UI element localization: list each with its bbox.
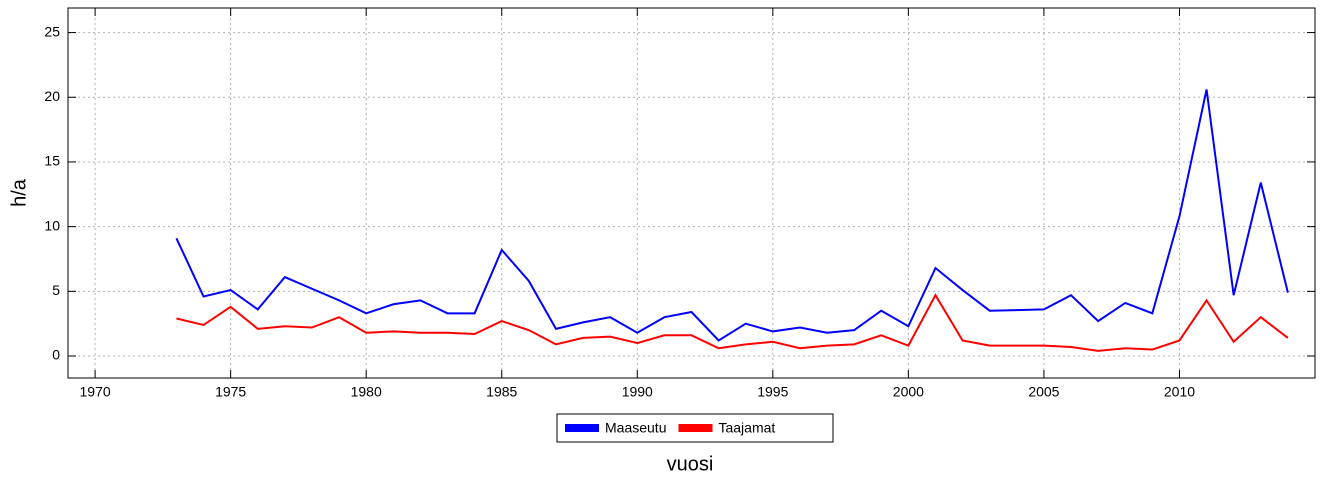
y-tick-label: 25 bbox=[44, 23, 60, 39]
x-tick-label: 1995 bbox=[757, 384, 788, 400]
x-tick-label: 1970 bbox=[80, 384, 111, 400]
y-tick-label: 20 bbox=[44, 88, 60, 104]
x-tick-label: 1985 bbox=[486, 384, 517, 400]
y-tick-label: 5 bbox=[52, 282, 60, 298]
x-tick-label: 2005 bbox=[1028, 384, 1059, 400]
legend: Maaseutu Taajamat bbox=[556, 413, 834, 443]
y-tick-label: 15 bbox=[44, 153, 60, 169]
plot-frame bbox=[67, 7, 1316, 379]
x-axis-label: vuosi bbox=[667, 453, 714, 475]
legend-label: Maaseutu bbox=[605, 420, 666, 436]
y-tick-label: 10 bbox=[44, 217, 60, 233]
x-tick-label: 1975 bbox=[215, 384, 246, 400]
x-tick-label: 2010 bbox=[1164, 384, 1195, 400]
x-tick-label: 1980 bbox=[351, 384, 382, 400]
x-tick-label: 1990 bbox=[622, 384, 653, 400]
x-tick-label: 2000 bbox=[893, 384, 924, 400]
data-line bbox=[175, 89, 1289, 342]
legend-label: Taajamat bbox=[718, 420, 775, 436]
y-axis-label: h/a bbox=[8, 178, 30, 207]
legend-swatch bbox=[565, 424, 599, 432]
legend-swatch bbox=[678, 424, 713, 432]
data-line bbox=[176, 293, 1289, 352]
y-tick-label: 0 bbox=[52, 347, 60, 363]
